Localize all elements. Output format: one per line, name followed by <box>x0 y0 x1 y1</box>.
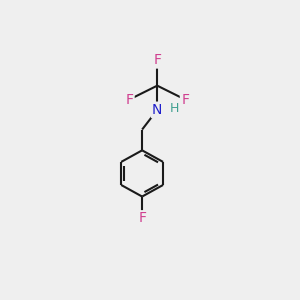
Text: F: F <box>138 212 146 226</box>
Text: H: H <box>170 102 179 115</box>
Text: N: N <box>152 103 162 117</box>
Text: F: F <box>181 92 189 106</box>
Text: F: F <box>153 53 161 67</box>
Text: F: F <box>125 92 133 106</box>
